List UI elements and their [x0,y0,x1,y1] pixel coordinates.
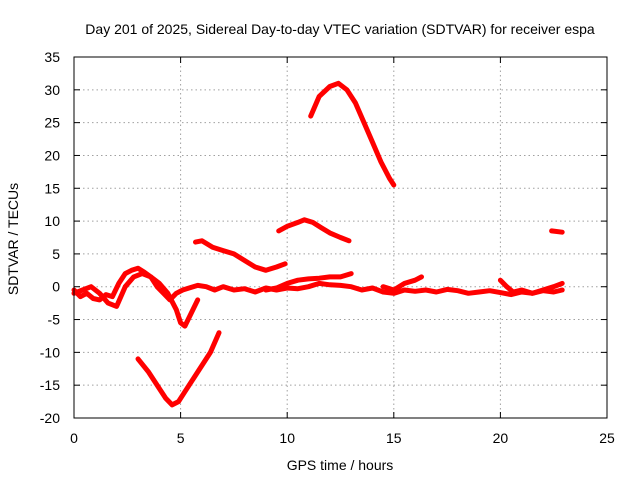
x-axis-label: GPS time / hours [287,457,394,473]
y-tick-label: 35 [44,49,60,65]
x-tick-label: 10 [279,430,295,446]
series-track-8 [380,274,424,293]
series-track-2 [71,271,201,329]
series-track-9 [549,228,565,235]
series-group [71,80,565,408]
x-tick-label: 20 [493,430,509,446]
y-tick-label: 5 [52,246,60,262]
y-tick-label: -5 [48,312,61,328]
x-tick-label: 0 [70,430,78,446]
series-track-10 [497,277,565,296]
y-tick-label: 15 [44,180,60,196]
y-tick-label: -15 [40,377,60,393]
series-track-6 [135,330,222,408]
y-axis-label: SDTVAR / TECUs [5,183,21,295]
y-tick-label: 30 [44,82,60,98]
series-track-7 [263,271,354,293]
series-track-4 [276,217,352,244]
ticks [73,56,608,419]
x-tick-label: 5 [177,430,185,446]
x-tick-label: 15 [386,430,402,446]
x-tick-label: 25 [599,430,615,446]
y-tick-label: 20 [44,147,60,163]
y-tick-label: -20 [40,410,60,426]
y-tick-label: 0 [52,279,60,295]
chart-title: Day 201 of 2025, Sidereal Day-to-day VTE… [85,21,595,37]
y-tick-label: 10 [44,213,60,229]
plot-frame [73,56,608,419]
y-tick-labels: -20 -15 -10 -5 0 5 10 15 20 25 30 35 [40,49,60,426]
series-track-5 [308,80,397,188]
y-tick-label: -10 [40,344,60,360]
y-tick-label: 25 [44,115,60,131]
series-track-3 [193,238,288,273]
x-tick-labels: 0 5 10 15 20 25 [70,430,615,446]
